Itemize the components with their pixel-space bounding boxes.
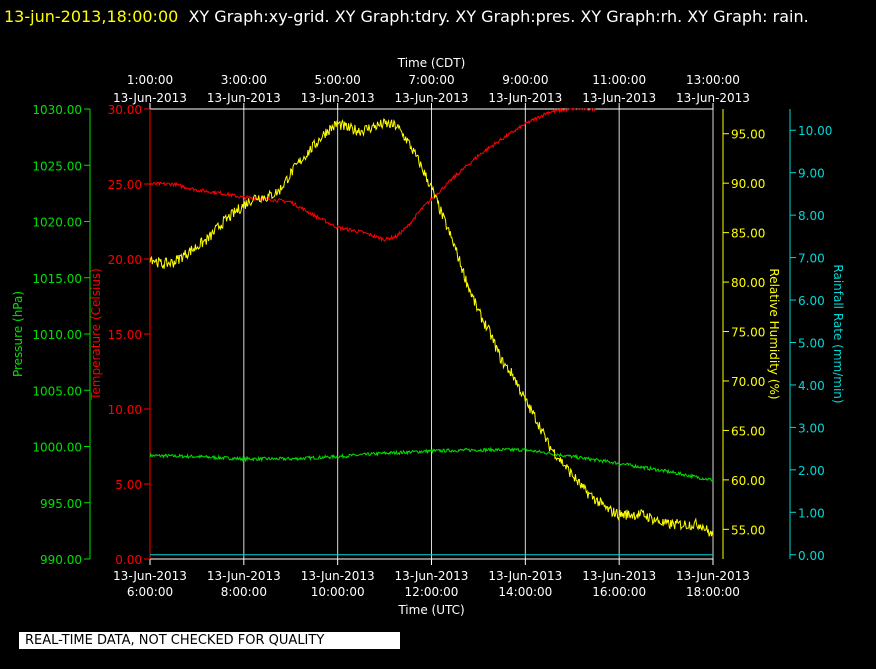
rain-tick-label: 8.00: [798, 209, 825, 223]
x-bottom-axis-label: Time (UTC): [397, 603, 464, 617]
x-bottom-tick-time: 8:00:00: [221, 585, 267, 599]
rain-tick-label: 9.00: [798, 167, 825, 181]
rain-tick-label: 0.00: [798, 549, 825, 563]
x-bottom-tick-date: 13-Jun-2013: [488, 569, 562, 583]
x-top-tick-time: 3:00:00: [221, 73, 267, 87]
humidity-tick-label: 60.00: [731, 474, 765, 488]
pressure-tick-label: 1025.00: [32, 159, 82, 173]
x-top-tick-date: 13-Jun-2013: [113, 91, 187, 105]
x-bottom-tick-time: 6:00:00: [127, 585, 173, 599]
humidity-tick-label: 95.00: [731, 128, 765, 142]
grid-layer: [243, 109, 714, 559]
x-top-tick-date: 13-Jun-2013: [488, 91, 562, 105]
rain-tick-label: 5.00: [798, 336, 825, 350]
x-top-tick-date: 13-Jun-2013: [676, 91, 750, 105]
x-bottom-tick-date: 13-Jun-2013: [395, 569, 469, 583]
series-layer: [149, 107, 714, 556]
temperature-axis-label: Temperature (Celsius): [89, 268, 103, 401]
pressure-tick-label: 995.00: [40, 497, 82, 511]
humidity-tick-label: 90.00: [731, 177, 765, 191]
temperature-tick-label: 0.00: [115, 553, 142, 567]
x-top-tick-date: 13-Jun-2013: [582, 91, 656, 105]
pressure-tick-label: 1020.00: [32, 216, 82, 230]
pressure-axis-label: Pressure (hPa): [11, 291, 25, 377]
temperature-tick-label: 30.00: [108, 103, 142, 117]
humidity-tick-label: 85.00: [731, 227, 765, 241]
rain-tick-label: 3.00: [798, 421, 825, 435]
quality-disclaimer: REAL-TIME DATA, NOT CHECKED FOR QUALITY: [19, 632, 400, 649]
pressure-tick-label: 1015.00: [32, 272, 82, 286]
rain-tick-label: 10.00: [798, 124, 832, 138]
x-bottom-tick-date: 13-Jun-2013: [582, 569, 656, 583]
x-top-tick-time: 7:00:00: [408, 73, 454, 87]
rain-tick-label: 6.00: [798, 294, 825, 308]
series-pres-line: [149, 446, 714, 482]
humidity-axis-label: Relative Humidity (%): [767, 268, 781, 399]
title-graph-list: XY Graph:xy-grid. XY Graph:tdry. XY Grap…: [188, 7, 809, 26]
humidity-tick-label: 80.00: [731, 276, 765, 290]
x-bottom-tick-time: 16:00:00: [592, 585, 646, 599]
humidity-tick-label: 70.00: [731, 375, 765, 389]
rain-tick-label: 2.00: [798, 464, 825, 478]
pressure-tick-label: 1005.00: [32, 384, 82, 398]
x-bottom-tick-time: 10:00:00: [311, 585, 365, 599]
x-top-tick-time: 13:00:00: [686, 73, 740, 87]
x-bottom-tick-time: 18:00:00: [686, 585, 740, 599]
axes-layer: [84, 103, 796, 565]
pressure-tick-label: 1030.00: [32, 103, 82, 117]
temperature-tick-label: 20.00: [108, 253, 142, 267]
series-rh-line: [149, 118, 714, 537]
rain-tick-label: 4.00: [798, 379, 825, 393]
temperature-tick-label: 15.00: [108, 328, 142, 342]
series-tdry-line: [149, 107, 597, 243]
temperature-tick-label: 10.00: [108, 403, 142, 417]
pressure-tick-label: 990.00: [40, 553, 82, 567]
x-top-axis-label: Time (CDT): [397, 56, 466, 70]
pressure-tick-label: 1010.00: [32, 328, 82, 342]
humidity-tick-label: 65.00: [731, 424, 765, 438]
title-timestamp: 13-jun-2013,18:00:00: [4, 7, 179, 26]
chart-title: 13-jun-2013,18:00:00 XY Graph:xy-grid. X…: [4, 2, 872, 31]
x-bottom-tick-time: 12:00:00: [405, 585, 459, 599]
x-top-tick-date: 13-Jun-2013: [207, 91, 281, 105]
x-bottom-tick-date: 13-Jun-2013: [676, 569, 750, 583]
humidity-tick-label: 75.00: [731, 326, 765, 340]
pressure-tick-label: 1000.00: [32, 441, 82, 455]
x-bottom-tick-date: 13-Jun-2013: [113, 569, 187, 583]
rain-axis-label: Rainfall Rate (mm/min): [831, 264, 845, 403]
rain-tick-label: 1.00: [798, 506, 825, 520]
x-bottom-tick-date: 13-Jun-2013: [207, 569, 281, 583]
x-top-tick-time: 1:00:00: [127, 73, 173, 87]
labels-layer: 13-Jun-2013 6:00:00 13-Jun-2013 8:00:00 13-J…: [11, 56, 845, 617]
humidity-tick-label: 55.00: [731, 523, 765, 537]
rain-tick-label: 7.00: [798, 252, 825, 266]
x-bottom-tick-date: 13-Jun-2013: [301, 569, 375, 583]
temperature-tick-label: 25.00: [108, 178, 142, 192]
x-top-tick-time: 9:00:00: [502, 73, 548, 87]
x-top-tick-time: 5:00:00: [315, 73, 361, 87]
x-top-tick-date: 13-Jun-2013: [395, 91, 469, 105]
x-top-tick-date: 13-Jun-2013: [301, 91, 375, 105]
x-bottom-tick-time: 14:00:00: [498, 585, 552, 599]
temperature-tick-label: 5.00: [115, 478, 142, 492]
x-top-tick-time: 11:00:00: [592, 73, 646, 87]
